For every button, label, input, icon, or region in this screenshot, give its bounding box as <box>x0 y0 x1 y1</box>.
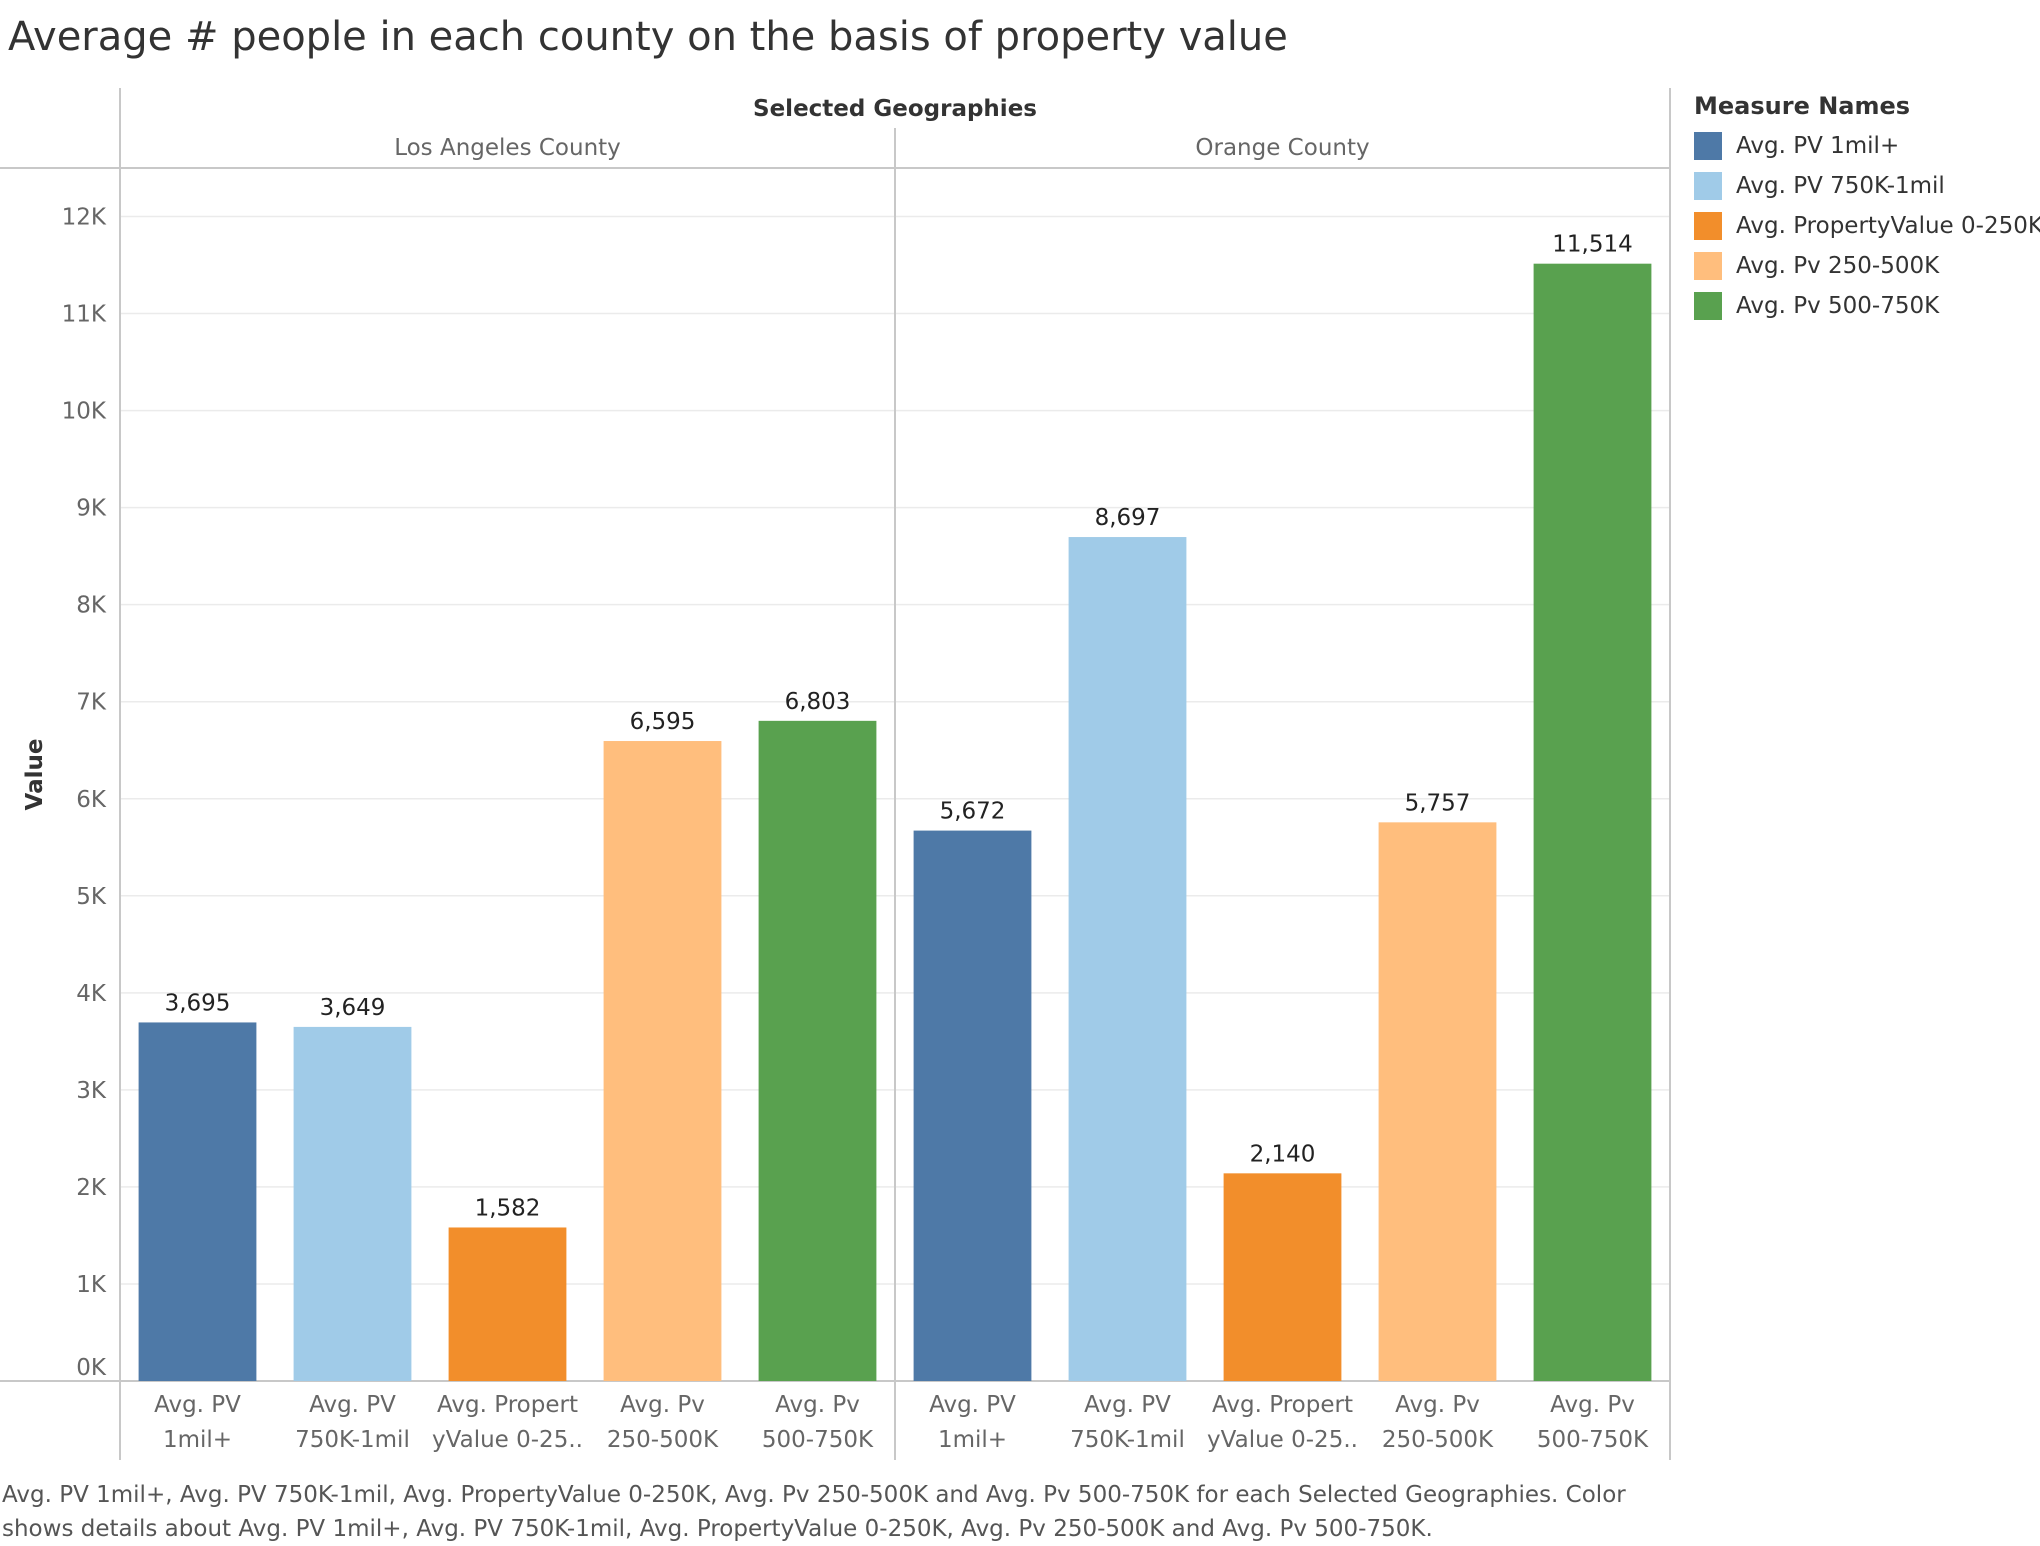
bar-1-2 <box>1223 1173 1342 1381</box>
legend-swatch-0 <box>1694 132 1722 160</box>
x-tick-label-1-2-1: yValue 0-25.. <box>1207 1427 1358 1453</box>
legend-item-2: Avg. PropertyValue 0-250K <box>1694 206 2040 246</box>
data-label-0-3: 6,595 <box>630 709 696 735</box>
y-tick-label-1: 1K <box>76 1272 107 1298</box>
x-tick-label-0-1-0: Avg. PV <box>309 1392 396 1418</box>
legend-label-4: Avg. Pv 500-750K <box>1736 293 1940 319</box>
data-label-0-2: 1,582 <box>475 1195 541 1221</box>
x-tick-label-0-1-1: 750K-1mil <box>295 1427 410 1453</box>
x-tick-label-0-0-1: 1mil+ <box>163 1427 232 1453</box>
legend-item-0: Avg. PV 1mil+ <box>1694 126 2040 166</box>
column-header: Selected Geographies <box>753 96 1037 122</box>
legend: Measure Names Avg. PV 1mil+ Avg. PV 750K-… <box>1694 92 2040 326</box>
legend-item-1: Avg. PV 750K-1mil <box>1694 166 2040 206</box>
y-tick-label-7: 7K <box>76 690 107 716</box>
y-tick-label-10: 10K <box>62 399 107 425</box>
x-tick-label-0-3-1: 250-500K <box>607 1427 719 1453</box>
legend-swatch-3 <box>1694 252 1722 280</box>
x-tick-label-1-2-0: Avg. Propert <box>1212 1392 1353 1418</box>
x-tick-label-1-4-1: 500-750K <box>1537 1427 1649 1453</box>
panel-header-0: Los Angeles County <box>394 135 621 161</box>
y-tick-label-11: 11K <box>62 302 107 328</box>
data-label-1-0: 5,672 <box>940 799 1006 825</box>
y-tick-label-4: 4K <box>76 981 107 1007</box>
chart-caption: Avg. PV 1mil+, Avg. PV 750K-1mil, Avg. P… <box>2 1482 1626 1542</box>
legend-title: Measure Names <box>1694 92 1911 120</box>
bar-0-3 <box>603 741 722 1381</box>
bar-0-2 <box>448 1227 567 1381</box>
data-label-1-3: 5,757 <box>1405 790 1471 816</box>
y-tick-label-3: 3K <box>76 1078 107 1104</box>
legend-items: Avg. PV 1mil+ Avg. PV 750K-1mil Avg. Prope… <box>1694 126 2040 326</box>
y-tick-label-9: 9K <box>76 496 107 522</box>
legend-label-0: Avg. PV 1mil+ <box>1736 133 1900 159</box>
y-tick-label-2: 2K <box>76 1175 107 1201</box>
legend-label-2: Avg. PropertyValue 0-250K <box>1736 213 2040 239</box>
bar-0-4 <box>758 720 877 1381</box>
legend-item-3: Avg. Pv 250-500K <box>1694 246 2040 286</box>
x-tick-label-1-0-1: 1mil+ <box>938 1427 1007 1453</box>
chart-title: Average # people in each county on the b… <box>8 14 1288 60</box>
legend-label-3: Avg. Pv 250-500K <box>1736 253 1940 279</box>
y-tick-label-5: 5K <box>76 884 107 910</box>
x-tick-label-0-4-0: Avg. Pv <box>775 1392 860 1418</box>
bar-1-4 <box>1533 263 1652 1382</box>
data-label-0-1: 3,649 <box>320 995 386 1021</box>
y-tick-label-12: 12K <box>62 205 107 231</box>
x-tick-label-0-2-0: Avg. Propert <box>437 1392 578 1418</box>
x-tick-label-1-1-0: Avg. PV <box>1084 1392 1171 1418</box>
bar-1-0 <box>913 830 1032 1381</box>
y-tick-label-8: 8K <box>76 593 107 619</box>
bar-0-0 <box>138 1022 257 1381</box>
data-label-1-1: 8,697 <box>1095 505 1161 531</box>
x-tick-label-1-3-1: 250-500K <box>1382 1427 1494 1453</box>
x-tick-label-0-4-1: 500-750K <box>762 1427 874 1453</box>
x-tick-label-0-3-0: Avg. Pv <box>620 1392 705 1418</box>
legend-swatch-1 <box>1694 172 1722 200</box>
legend-label-1: Avg. PV 750K-1mil <box>1736 173 1945 199</box>
y-tick-label-6: 6K <box>76 787 107 813</box>
x-tick-label-0-0-0: Avg. PV <box>154 1392 241 1418</box>
bar-1-1 <box>1068 537 1187 1381</box>
panel-header-1: Orange County <box>1195 135 1369 161</box>
x-tick-label-1-4-0: Avg. Pv <box>1550 1392 1635 1418</box>
data-label-0-0: 3,695 <box>165 990 231 1016</box>
data-label-1-2: 2,140 <box>1250 1141 1316 1167</box>
bar-1-3 <box>1378 822 1497 1381</box>
x-tick-label-1-0-0: Avg. PV <box>929 1392 1016 1418</box>
bar-chart: Selected Geographies Value 0K 1K 2K 3K 4K 5K 6K 7… <box>0 88 1671 1460</box>
legend-swatch-2 <box>1694 212 1722 240</box>
x-tick-label-0-2-1: yValue 0-25.. <box>432 1427 583 1453</box>
x-tick-label-1-1-1: 750K-1mil <box>1070 1427 1185 1453</box>
y-axis-label: Value <box>22 739 48 811</box>
legend-item-4: Avg. Pv 500-750K <box>1694 286 2040 326</box>
data-label-1-4: 11,514 <box>1552 232 1632 258</box>
y-tick-label-0: 0K <box>76 1355 107 1381</box>
x-tick-label-1-3-0: Avg. Pv <box>1395 1392 1480 1418</box>
legend-swatch-4 <box>1694 292 1722 320</box>
bar-0-1 <box>293 1026 412 1381</box>
data-label-0-4: 6,803 <box>785 689 851 715</box>
